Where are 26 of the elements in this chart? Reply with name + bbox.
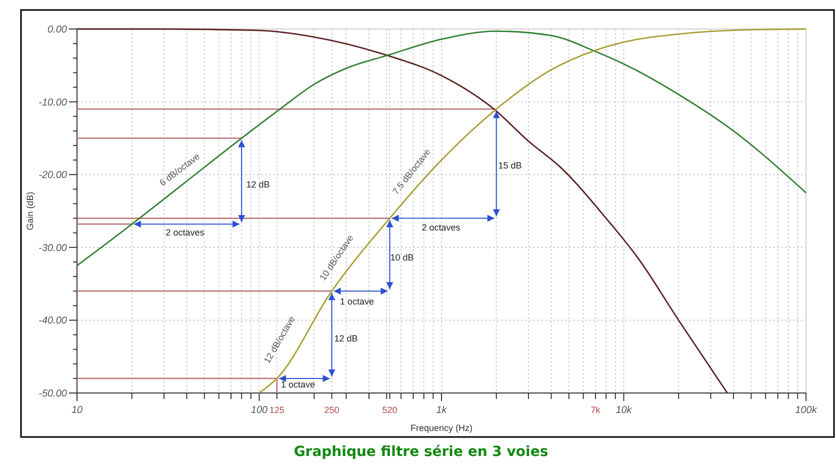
- x-tick-label: 1k: [436, 405, 448, 416]
- y-tick-label: 0.00: [48, 24, 68, 36]
- annotation: 2 octaves: [422, 222, 461, 232]
- x-axis-title: Frequency (Hz): [410, 423, 473, 433]
- annotation: 2 octaves: [166, 227, 205, 238]
- x-tick-label: 10k: [616, 405, 633, 416]
- y-axis-title: Gain (dB): [25, 192, 35, 230]
- y-tick-label: -50.00: [38, 388, 68, 400]
- annotation: 12 dB: [246, 179, 270, 190]
- y-tick-label: -30.00: [38, 242, 68, 254]
- annotation: 15 dB: [498, 160, 522, 170]
- x-tick-label: 100k: [795, 405, 818, 416]
- x-tick-label: 520: [382, 405, 398, 415]
- x-tick-label: 250: [324, 405, 340, 415]
- annotation: 1 octave: [280, 379, 316, 390]
- text: Graphique filtre série en 3 voies: [294, 444, 548, 460]
- annotation: 12 dB: [334, 333, 358, 344]
- x-tick-label: 125: [269, 405, 284, 415]
- x-tick-label: 10: [71, 405, 83, 416]
- y-tick-label: -10.00: [38, 97, 68, 108]
- y-tick-label: -40.00: [38, 316, 68, 327]
- y-tick-label: -20.00: [38, 170, 68, 182]
- annotation: 10 dB: [390, 252, 414, 262]
- annotation: 1 octave: [340, 296, 374, 306]
- x-tick-label: 100: [250, 405, 268, 416]
- x-tick-label: 7k: [590, 405, 601, 415]
